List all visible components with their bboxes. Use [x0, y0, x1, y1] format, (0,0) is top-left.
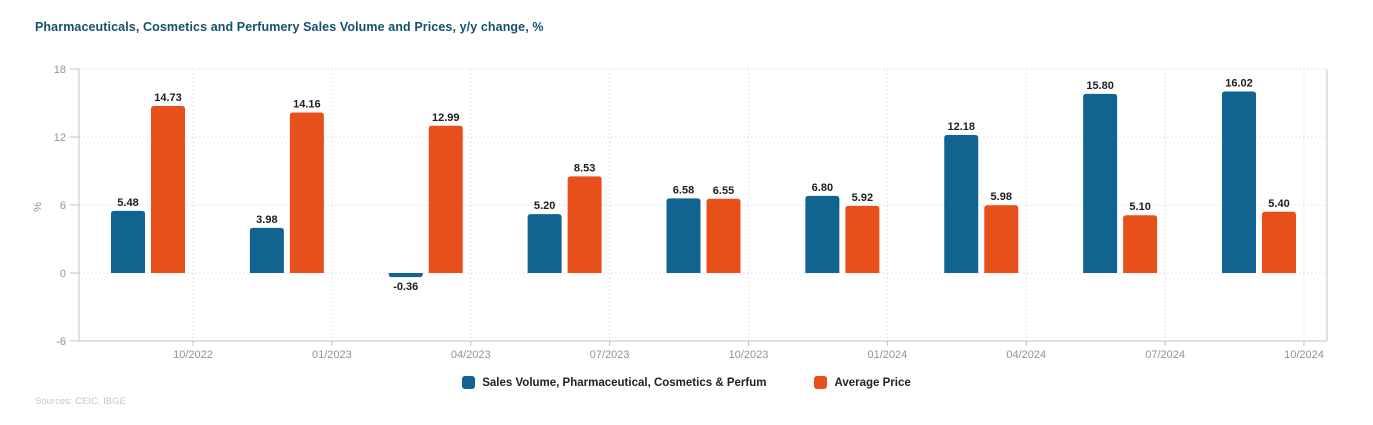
average-price-bar[interactable]	[1262, 211, 1296, 273]
bar-chart-plot: 18 12 6 0 -6 10/2022 01/2023 04/2023 07/2023 10/2…	[32, 64, 1328, 361]
legend-swatch-sales-volume	[462, 376, 476, 389]
x-axis-label: 07/2024	[1145, 349, 1185, 361]
bar-value-label: 12.99	[432, 112, 460, 124]
legend-item-sales-volume[interactable]: Sales Volume, Pharmaceutical, Cosmetics …	[462, 376, 766, 389]
sales-volume-bar[interactable]	[249, 227, 284, 273]
bar-value-label: 16.02	[1225, 77, 1253, 89]
x-axis-label: 04/2024	[1006, 349, 1046, 361]
x-axis-label: 01/2024	[867, 349, 907, 361]
y-axis-title: %	[32, 202, 44, 212]
bar-value-label: 5.40	[1268, 198, 1289, 210]
legend-label-average-price: Average Price	[834, 376, 911, 389]
sources-label: Sources: CEIC, IBGE	[35, 396, 126, 407]
bar-value-label: 5.98	[991, 191, 1012, 203]
bar-value-label: 8.53	[574, 162, 595, 174]
average-price-bar[interactable]	[984, 205, 1019, 273]
average-price-bar[interactable]	[151, 106, 185, 273]
x-axis-label: 04/2023	[451, 349, 491, 361]
average-price-bar[interactable]	[706, 198, 741, 273]
sales-volume-bar[interactable]	[527, 214, 562, 273]
chart-title: Pharmaceuticals, Cosmetics and Perfumery…	[35, 20, 544, 34]
sales-volume-bar[interactable]	[666, 198, 701, 273]
chart-legend: Sales Volume, Pharmaceutical, Cosmetics …	[0, 376, 1373, 389]
bar-value-label: 14.73	[154, 92, 182, 104]
x-axis-label: 10/2023	[729, 349, 769, 361]
bar-value-label: 15.80	[1086, 80, 1114, 92]
bar-value-label: 5.92	[852, 192, 873, 204]
bar-value-label: 6.80	[812, 182, 833, 194]
bar-value-label: 6.55	[713, 185, 734, 197]
y-axis-label: 12	[54, 132, 66, 144]
average-price-bar[interactable]	[428, 125, 463, 273]
sales-volume-bar[interactable]	[1083, 93, 1118, 273]
sales-volume-bar[interactable]	[1222, 91, 1256, 273]
average-price-bar[interactable]	[845, 205, 880, 273]
sales-volume-bar[interactable]	[944, 134, 979, 273]
y-axis-label: -6	[56, 336, 66, 348]
bar-value-label: 12.18	[947, 121, 975, 133]
bar-value-label: 3.98	[256, 214, 277, 226]
bar-value-label: -0.36	[393, 281, 418, 293]
sales-volume-bar[interactable]	[805, 195, 840, 273]
legend-swatch-average-price	[814, 376, 828, 389]
bar-value-label: 5.10	[1129, 201, 1150, 213]
legend-label-sales-volume: Sales Volume, Pharmaceutical, Cosmetics …	[482, 376, 767, 389]
average-price-bar[interactable]	[289, 112, 324, 274]
sales-volume-bar[interactable]	[388, 273, 423, 278]
average-price-bar[interactable]	[1123, 215, 1158, 273]
y-axis-label: 0	[60, 268, 66, 280]
bar-value-label: 5.20	[534, 200, 555, 212]
x-axis-label: 01/2023	[312, 349, 352, 361]
average-price-bar[interactable]	[567, 176, 602, 273]
y-axis-label: 6	[60, 200, 66, 212]
x-axis-label: 10/2024	[1284, 349, 1324, 361]
x-axis-label: 07/2023	[590, 349, 630, 361]
y-axis-label: 18	[54, 64, 66, 76]
bar-value-label: 5.48	[117, 197, 138, 209]
bar-value-label: 6.58	[673, 184, 694, 196]
sales-volume-bar[interactable]	[111, 210, 145, 273]
legend-item-average-price[interactable]: Average Price	[814, 376, 911, 389]
bar-value-label: 14.16	[293, 99, 321, 111]
x-axis-label: 10/2022	[173, 349, 213, 361]
